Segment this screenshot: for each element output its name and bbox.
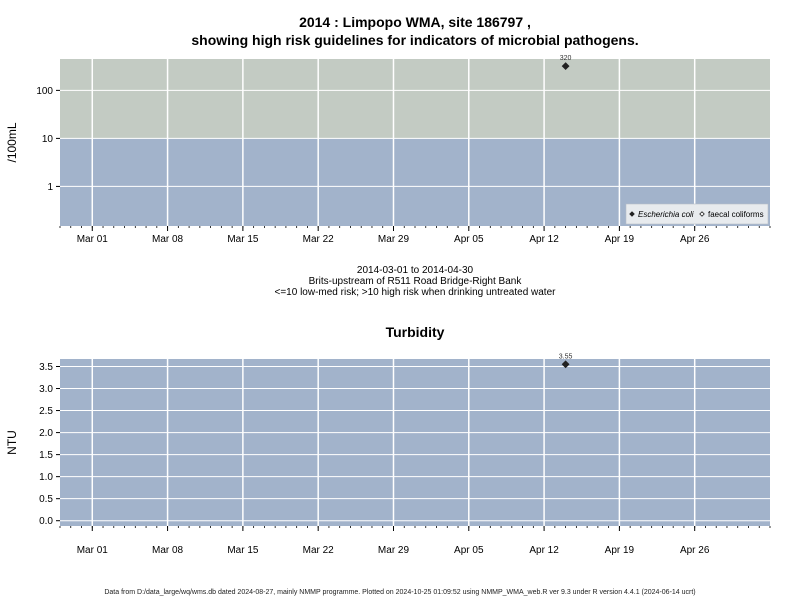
footer-note: Data from D:/data_large/wq/wms.db dated … <box>104 589 696 596</box>
legend: Escherichia coli faecal coliforms <box>625 203 769 225</box>
x-tick-label: Apr 19 <box>605 545 635 556</box>
y-tick-label: 3.5 <box>39 362 53 373</box>
x-tick-label: Apr 12 <box>529 234 559 245</box>
chart-title-line1: 2014 : Limpopo WMA, site 186797 , <box>299 14 531 30</box>
chart-title-line2: showing high risk guidelines for indicat… <box>191 32 639 48</box>
y-tick-label: 1.0 <box>39 472 53 483</box>
x-tick-label: Apr 26 <box>680 234 710 245</box>
x-tick-label: Mar 22 <box>303 234 335 245</box>
data-label: 320 <box>560 55 572 62</box>
y-tick-label: 1 <box>47 182 53 193</box>
risk-caption: <=10 low-med risk; >10 high risk when dr… <box>274 287 556 298</box>
x-tick-label: Mar 08 <box>152 545 184 556</box>
legend-marker <box>629 211 635 217</box>
x-tick-label: Apr 05 <box>454 545 484 556</box>
x-tick-label: Mar 01 <box>77 234 109 245</box>
data-point <box>561 360 570 369</box>
x-tick-label: Apr 12 <box>529 545 559 556</box>
y-tick-label: 3.0 <box>39 384 53 395</box>
y-tick-label: 0.0 <box>39 516 53 527</box>
legend-label: faecal coliforms <box>708 210 764 219</box>
turbidity-title: Turbidity <box>385 324 445 340</box>
y-tick-label: 10 <box>42 134 54 145</box>
y-axis-title: /100mL <box>5 122 19 162</box>
microbial-chart: 1 10 100 Mar 01 Mar 08 Mar 15 Mar 22 Mar 29 Apr … <box>5 55 771 245</box>
y-tick-label: 1.5 <box>39 450 53 461</box>
x-tick-label: Mar 15 <box>227 234 259 245</box>
x-tick-label: Mar 01 <box>77 545 109 556</box>
date-range-caption: 2014-03-01 to 2014-04-30 <box>356 265 474 276</box>
x-tick-label: Mar 29 <box>378 545 410 556</box>
data-point <box>561 62 570 71</box>
x-tick-label: Mar 15 <box>227 545 259 556</box>
y-tick-label: 2.5 <box>39 406 53 417</box>
x-tick-label: Mar 29 <box>378 234 410 245</box>
x-tick-label: Mar 22 <box>303 545 335 556</box>
plot-background <box>60 359 770 526</box>
site-caption: Brits-upstream of R511 Road Bridge-Right… <box>308 276 522 287</box>
x-tick-label: Apr 19 <box>605 234 635 245</box>
x-tick-label: Mar 08 <box>152 234 184 245</box>
high-risk-band <box>60 59 770 139</box>
y-tick-label: 0.5 <box>39 494 53 505</box>
legend-box <box>625 203 769 225</box>
legend-marker <box>699 211 705 217</box>
y-tick-label: 2.0 <box>39 428 53 439</box>
x-tick-label: Apr 26 <box>680 545 710 556</box>
y-tick-label: 100 <box>36 86 53 97</box>
x-tick-label: Apr 05 <box>454 234 484 245</box>
y-axis-title: NTU <box>5 430 19 455</box>
legend-label: Escherichia coli <box>638 210 694 219</box>
data-label: 3.55 <box>559 353 573 360</box>
